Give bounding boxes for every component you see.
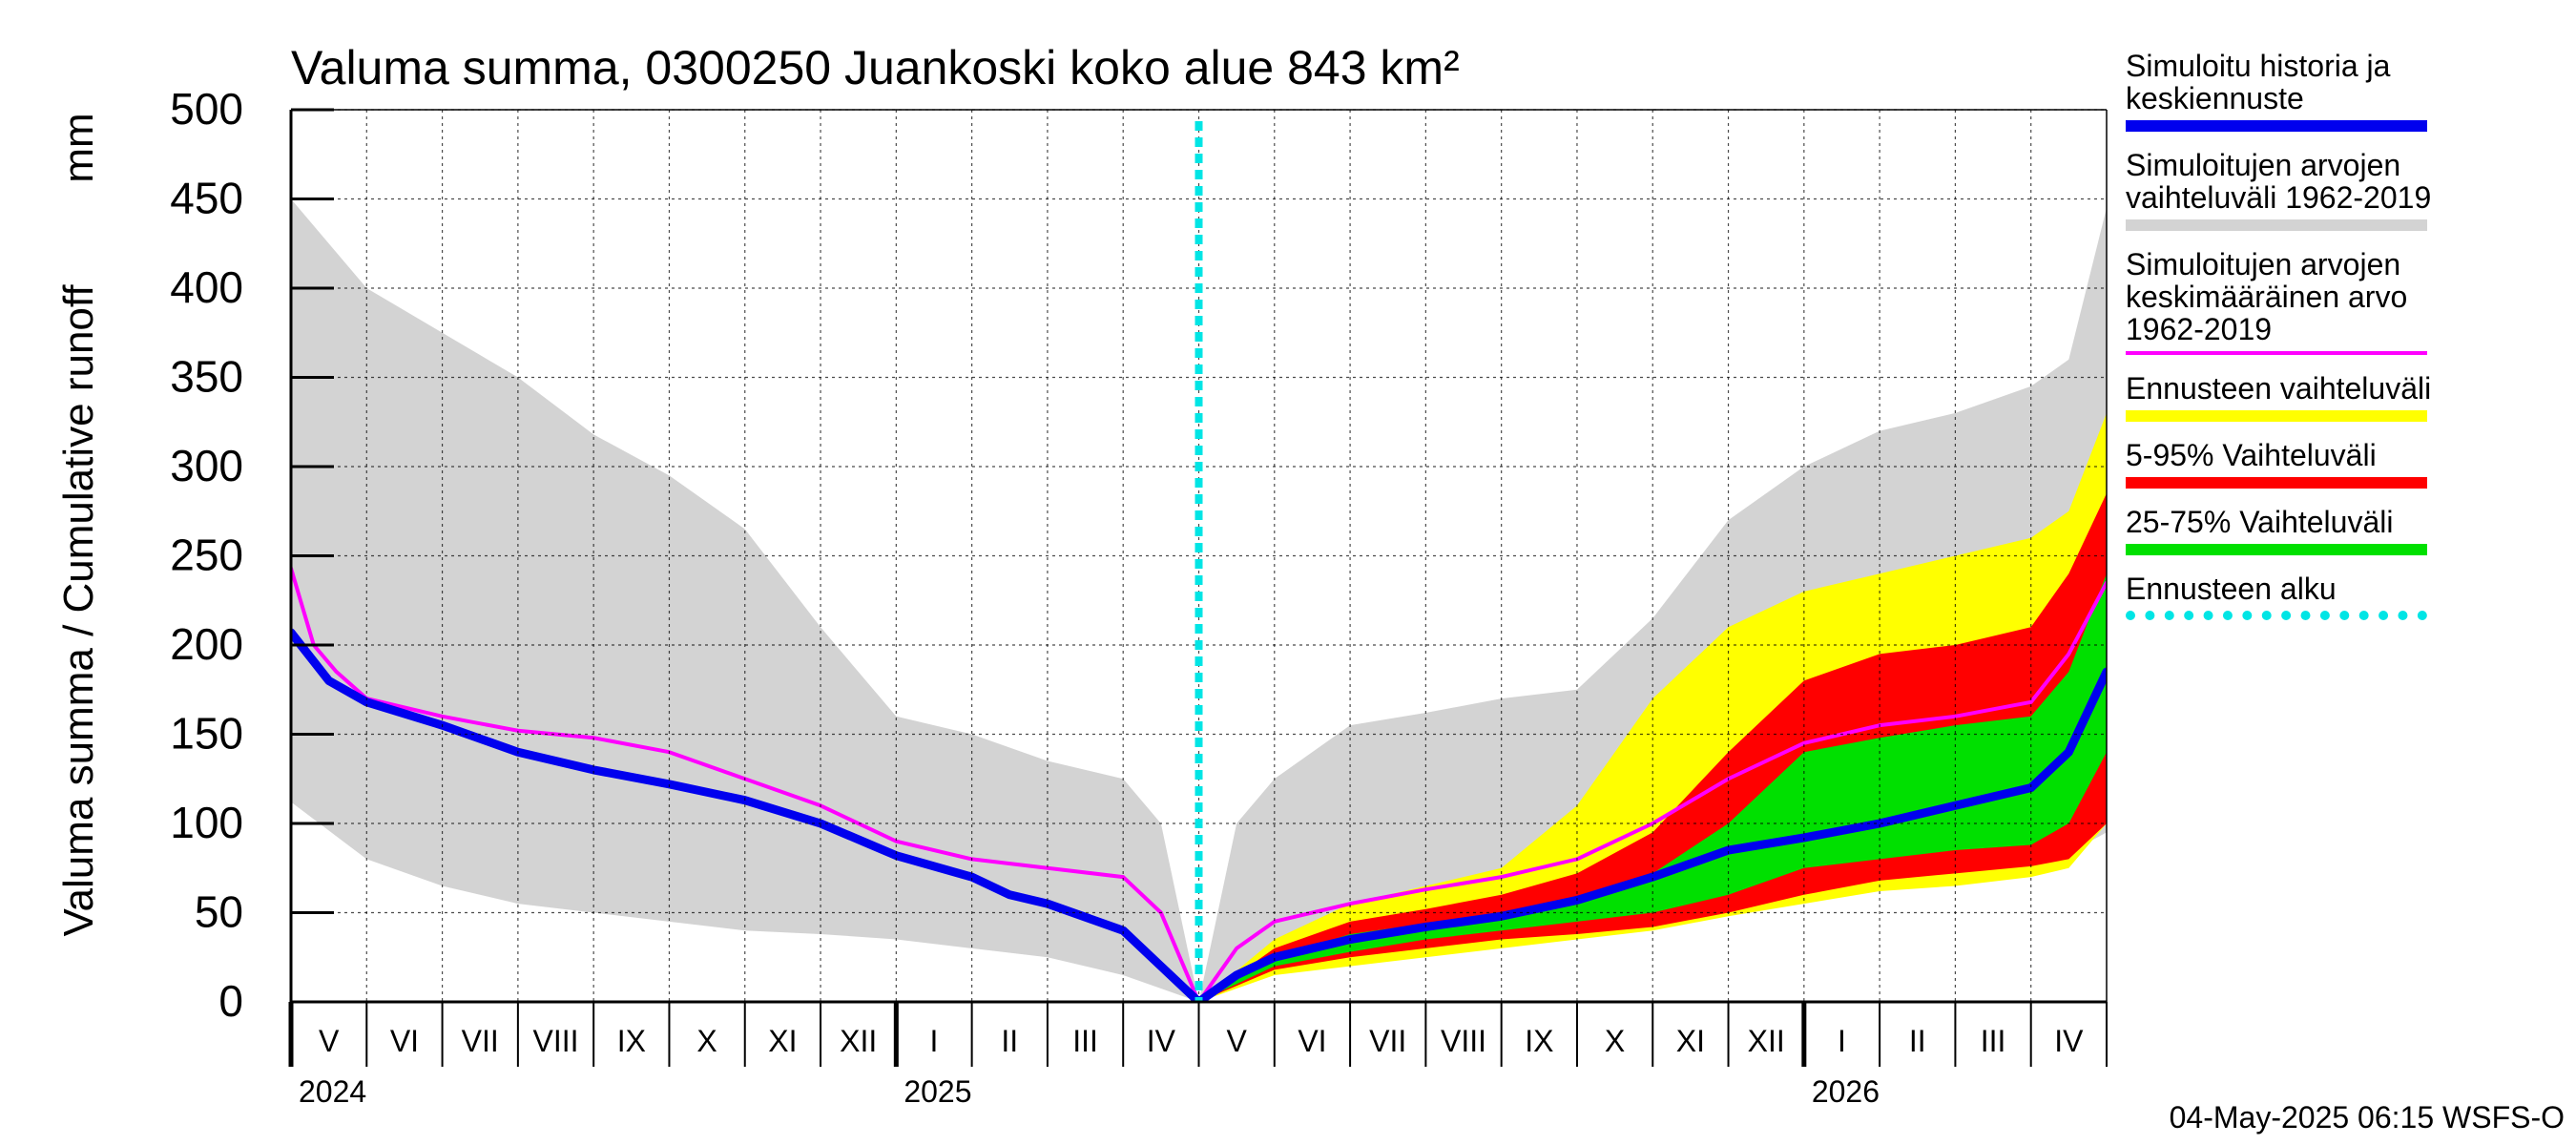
- year-label: 2025: [904, 1074, 971, 1109]
- x-tick-label: VI: [1298, 1024, 1326, 1058]
- y-tick-label: 450: [170, 174, 243, 223]
- timestamp-footer: 04-May-2025 06:15 WSFS-O: [2169, 1100, 2565, 1135]
- x-tick-label: VIII: [1441, 1024, 1486, 1058]
- legend: Simuloitu historia ja keskiennuste Simul…: [2126, 50, 2441, 637]
- x-tick-label: V: [1226, 1024, 1247, 1058]
- legend-swatch: [2126, 120, 2427, 132]
- legend-label: Simuloitu historia ja keskiennuste: [2126, 49, 2391, 115]
- x-tick-label: V: [319, 1024, 340, 1058]
- year-label: 2024: [299, 1074, 366, 1109]
- legend-swatch: [2126, 611, 2427, 620]
- x-tick-label: XII: [1748, 1024, 1785, 1058]
- x-tick-label: XI: [768, 1024, 797, 1058]
- legend-label: Ennusteen alku: [2126, 572, 2337, 606]
- mean-forecast-line: [291, 628, 2107, 1002]
- legend-swatch: [2126, 219, 2427, 231]
- legend-item-forecast-start: Ennusteen alku: [2126, 572, 2441, 620]
- legend-label: 25-75% Vaihteluväli: [2126, 505, 2394, 539]
- x-tick-label: IX: [1525, 1024, 1553, 1058]
- x-tick-label: III: [1072, 1024, 1098, 1058]
- y-tick-label: 150: [170, 709, 243, 759]
- x-tick-label: IV: [1147, 1024, 1176, 1058]
- range-25-75-band: [1198, 573, 2107, 1002]
- range-5-95-band: [1198, 493, 2107, 1002]
- x-tick-label: XII: [840, 1024, 877, 1058]
- x-tick-label: II: [1909, 1024, 1926, 1058]
- legend-swatch: [2126, 477, 2427, 489]
- x-tick-label: VII: [1369, 1024, 1406, 1058]
- legend-item-historical-range: Simuloitujen arvojen vaihteluväli 1962-2…: [2126, 149, 2441, 231]
- x-tick-label: VI: [390, 1024, 419, 1058]
- y-tick-label: 250: [170, 531, 243, 580]
- y-tick-label: 200: [170, 619, 243, 669]
- x-tick-label: IX: [617, 1024, 646, 1058]
- legend-item-historical-mean: Simuloitujen arvojen keskimääräinen arvo…: [2126, 248, 2441, 355]
- y-tick-label: 500: [170, 84, 243, 134]
- y-axis-unit: mm: [55, 113, 102, 182]
- legend-label: Simuloitujen arvojen vaihteluväli 1962-2…: [2126, 148, 2432, 215]
- chart-title: Valuma summa, 0300250 Juankoski koko alu…: [291, 41, 1460, 94]
- y-tick-label: 50: [195, 887, 243, 937]
- y-tick-label: 400: [170, 262, 243, 312]
- y-tick-label: 300: [170, 441, 243, 490]
- x-tick-label: X: [696, 1024, 717, 1058]
- legend-item-25-75-range: 25-75% Vaihteluväli: [2126, 506, 2441, 555]
- legend-label: Simuloitujen arvojen keskimääräinen arvo…: [2126, 247, 2408, 346]
- legend-item-mean-forecast: Simuloitu historia ja keskiennuste: [2126, 50, 2441, 132]
- y-axis-label: Valuma summa / Cumulative runoff: [55, 284, 102, 937]
- legend-label: 5-95% Vaihteluväli: [2126, 438, 2377, 472]
- x-tick-label: IV: [2054, 1024, 2084, 1058]
- plot-area: [291, 198, 2107, 1002]
- y-tick-label: 350: [170, 352, 243, 402]
- year-label: 2026: [1812, 1074, 1880, 1109]
- y-tick-label: 0: [218, 976, 243, 1026]
- x-tick-label: III: [1981, 1024, 2006, 1058]
- legend-swatch: [2126, 410, 2427, 422]
- x-tick-label: VII: [462, 1024, 499, 1058]
- y-tick-label: 100: [170, 798, 243, 847]
- x-tick-label: I: [930, 1024, 939, 1058]
- x-tick-label: XI: [1676, 1024, 1705, 1058]
- legend-swatch: [2126, 351, 2427, 355]
- x-tick-label: II: [1001, 1024, 1018, 1058]
- x-tick-label: VIII: [533, 1024, 579, 1058]
- x-tick-label: I: [1838, 1024, 1846, 1058]
- legend-item-forecast-range: Ennusteen vaihteluväli: [2126, 372, 2441, 422]
- legend-swatch: [2126, 544, 2427, 555]
- legend-item-5-95-range: 5-95% Vaihteluväli: [2126, 439, 2441, 489]
- legend-label: Ennusteen vaihteluväli: [2126, 371, 2432, 406]
- x-tick-label: X: [1605, 1024, 1625, 1058]
